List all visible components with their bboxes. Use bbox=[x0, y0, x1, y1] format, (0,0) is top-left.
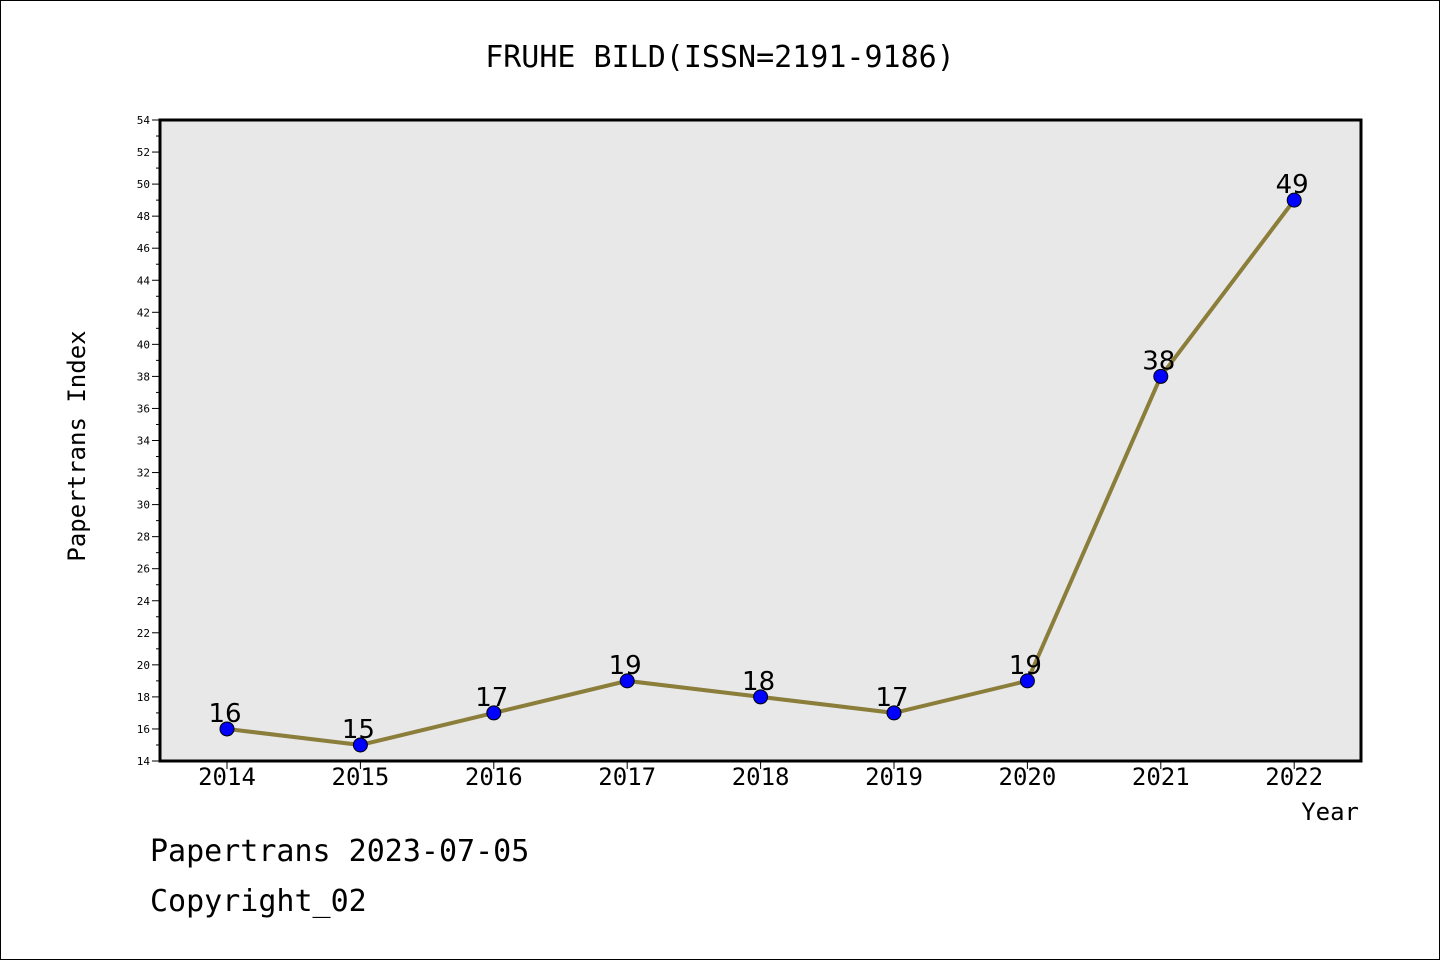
data-point bbox=[486, 705, 502, 721]
y-tick-label: 24 bbox=[137, 595, 151, 608]
data-label: 49 bbox=[1276, 170, 1309, 200]
y-tick-label: 52 bbox=[137, 146, 150, 159]
chart-title: FRUHE BILD(ISSN=2191-9186) bbox=[485, 40, 955, 75]
y-tick-label: 26 bbox=[137, 563, 150, 576]
data-point bbox=[1019, 673, 1035, 689]
data-label: 19 bbox=[609, 651, 642, 681]
data-point bbox=[886, 705, 902, 721]
data-point bbox=[1153, 368, 1169, 384]
y-tick-label: 38 bbox=[137, 370, 150, 383]
data-label: 16 bbox=[208, 699, 241, 729]
y-tick-label: 30 bbox=[137, 499, 150, 512]
y-tick-label: 18 bbox=[137, 691, 150, 704]
x-tick-label: 2022 bbox=[1265, 763, 1323, 791]
x-tick-label: 2014 bbox=[198, 763, 256, 791]
data-label: 19 bbox=[1009, 651, 1042, 681]
footer-copyright-line: Copyright_02 bbox=[150, 884, 367, 919]
data-label: 15 bbox=[342, 715, 375, 745]
y-tick-label: 48 bbox=[137, 210, 150, 223]
data-label: 18 bbox=[742, 667, 775, 697]
data-label: 17 bbox=[875, 683, 908, 713]
plot-border bbox=[158, 118, 1363, 763]
data-point bbox=[1286, 192, 1302, 208]
x-tick-label: 2021 bbox=[1132, 763, 1190, 791]
y-tick-label: 20 bbox=[137, 659, 150, 672]
x-tick-label: 2015 bbox=[332, 763, 390, 791]
data-label: 17 bbox=[475, 683, 508, 713]
y-tick-label: 46 bbox=[137, 242, 150, 255]
x-tick-label: 2017 bbox=[598, 763, 656, 791]
y-tick-label: 36 bbox=[137, 402, 150, 415]
y-tick-label: 16 bbox=[137, 723, 150, 736]
y-tick-label: 14 bbox=[137, 755, 151, 768]
x-tick-label: 2018 bbox=[732, 763, 790, 791]
y-tick-label: 28 bbox=[137, 531, 150, 544]
x-tick-label: 2016 bbox=[465, 763, 523, 791]
data-point bbox=[219, 721, 235, 737]
data-point bbox=[619, 673, 635, 689]
y-tick-label: 32 bbox=[137, 467, 150, 480]
x-axis-ticks: 2014 2015 2016 2017 2018 2019 2020 2021 2022 bbox=[198, 761, 1323, 791]
y-axis-ticks: 14 16 18 20 22 24 26 28 30 32 34 36 38 40 42 44 46 48 50 52… bbox=[137, 114, 160, 768]
data-label: 38 bbox=[1142, 346, 1175, 376]
x-axis-label: Year bbox=[1301, 798, 1359, 826]
y-tick-label: 42 bbox=[137, 306, 150, 319]
data-point bbox=[753, 689, 769, 705]
y-tick-label: 40 bbox=[137, 338, 150, 351]
y-tick-label: 44 bbox=[137, 274, 151, 287]
x-tick-label: 2020 bbox=[999, 763, 1057, 791]
data-point bbox=[352, 737, 368, 753]
y-tick-label: 50 bbox=[137, 178, 150, 191]
plot-area bbox=[160, 120, 1361, 761]
y-axis-label: Papertrans Index bbox=[63, 330, 91, 561]
marker-layer bbox=[219, 192, 1302, 753]
y-tick-label: 54 bbox=[137, 114, 151, 127]
y-tick-label: 22 bbox=[137, 627, 150, 640]
y-tick-label: 34 bbox=[137, 435, 151, 448]
footer-date-line: Papertrans 2023-07-05 bbox=[150, 834, 530, 869]
x-tick-label: 2019 bbox=[865, 763, 923, 791]
data-label-layer: 16 15 17 19 18 17 19 38 49 bbox=[208, 170, 1308, 745]
